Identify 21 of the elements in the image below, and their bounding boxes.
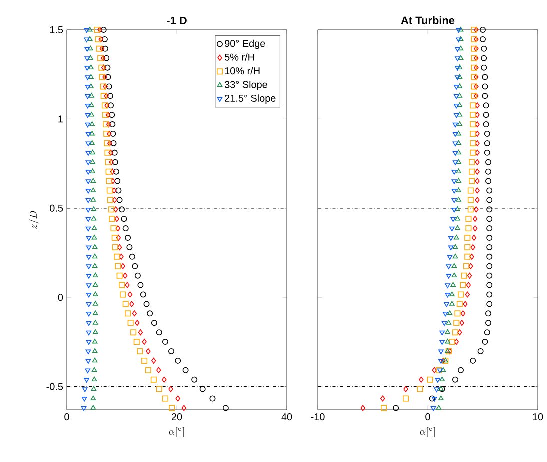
y-tick-label: -0.5	[46, 383, 64, 390]
chart-title: At Turbine	[401, 16, 455, 24]
y-axis-title: $z/D$	[30, 211, 40, 229]
x-tick-label: 20	[172, 414, 182, 421]
chart-title: -1 D	[167, 16, 187, 24]
y-tick-label: 0	[58, 294, 64, 302]
legend-label: 10% r/H	[225, 67, 260, 75]
x-tick-label: 0	[64, 414, 70, 421]
x-axis-title: $\alpha[^\circ]$	[169, 427, 184, 438]
x-tick-label: -10	[311, 414, 325, 421]
x-tick-label: 10	[533, 414, 544, 421]
x-tick-label: 0	[426, 414, 430, 421]
y-tick-label: 1.5	[50, 26, 64, 34]
y-tick-label: 0.5	[50, 204, 64, 212]
legend-label: 5% r/H	[224, 54, 254, 61]
x-tick-label: 40	[282, 414, 292, 421]
x-axis-title: $\alpha[^\circ]$	[420, 427, 436, 438]
legend-label: 90° Edge	[225, 40, 266, 50]
legend-label: 33° Slope	[224, 80, 268, 90]
y-tick-label: 1	[58, 116, 63, 123]
legend-label: 21.5° Slope	[225, 94, 276, 104]
